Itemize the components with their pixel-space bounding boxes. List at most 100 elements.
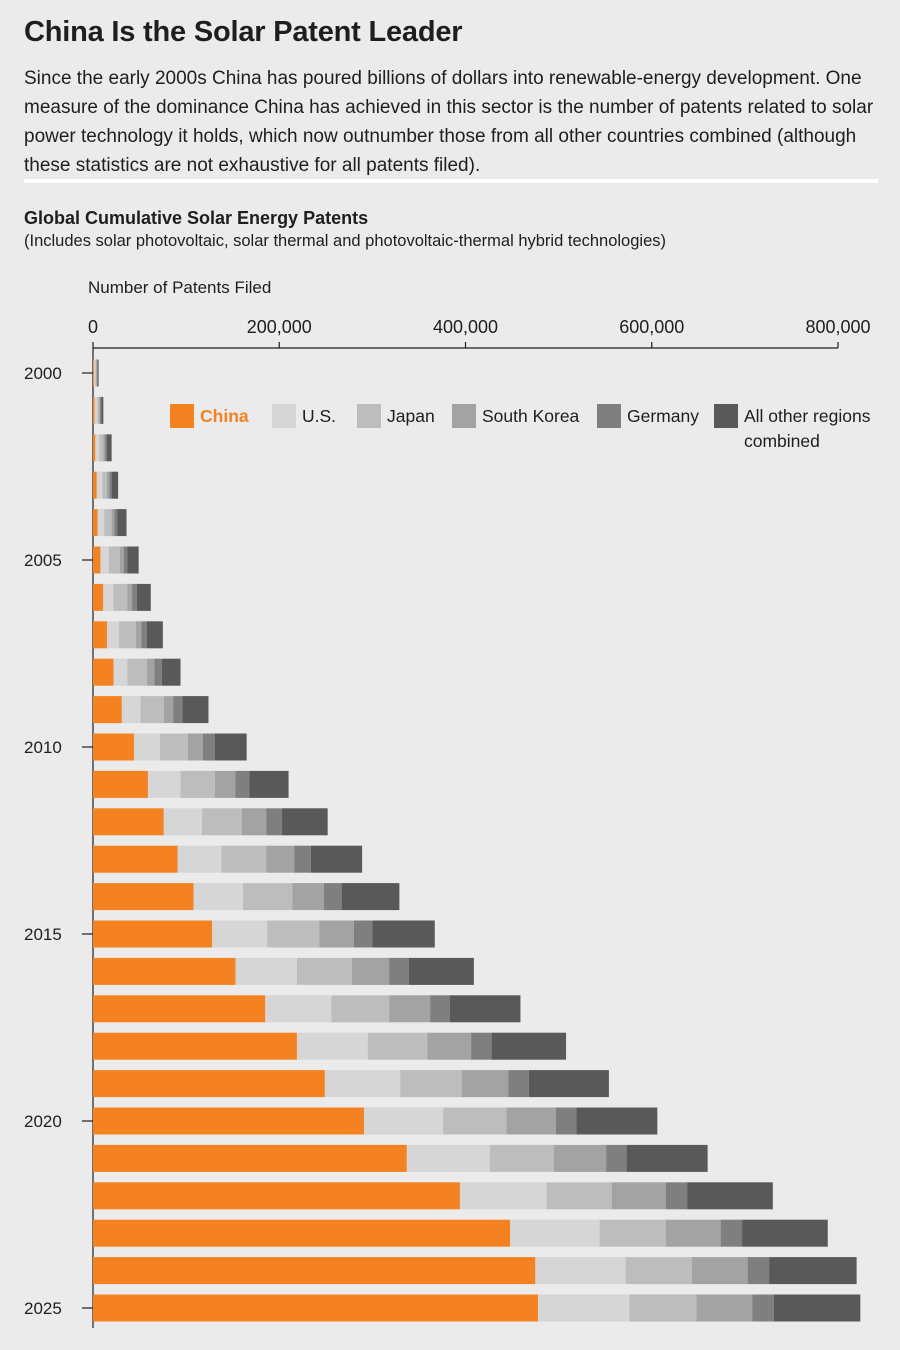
bar-all-other-regions-combined-2000 <box>97 359 99 387</box>
bar-japan-2025 <box>629 1294 697 1322</box>
bar-germany-2024 <box>747 1257 770 1285</box>
bar-all-other-regions-combined-2015 <box>372 920 435 948</box>
bar-germany-2006 <box>132 583 137 611</box>
bar-u-s--2003 <box>96 471 103 499</box>
bar-all-other-regions-combined-2024 <box>769 1257 857 1285</box>
bar-japan-2002 <box>99 434 104 462</box>
bar-germany-2005 <box>123 546 128 574</box>
bar-china-2000 <box>93 359 94 387</box>
legend-label-all-other-regions-combined: All other regions combined <box>744 406 871 451</box>
bar-china-2025 <box>93 1294 539 1322</box>
bar-u-s--2012 <box>163 808 202 836</box>
bar-japan-2008 <box>127 658 148 686</box>
bar-japan-2020 <box>443 1107 507 1135</box>
legend-label-u-s-: U.S. <box>302 406 336 426</box>
bar-japan-2010 <box>160 733 188 761</box>
bar-all-other-regions-combined-2012 <box>282 808 328 836</box>
bar-u-s--2002 <box>95 434 100 462</box>
bar-china-2010 <box>93 733 134 761</box>
x-tick-label: 400,000 <box>433 317 498 337</box>
bar-china-2019 <box>93 1070 325 1098</box>
bar-germany-2021 <box>606 1144 627 1172</box>
bar-south-korea-2018 <box>427 1032 472 1060</box>
bar-south-korea-2011 <box>214 770 236 798</box>
legend: China U.S. Japan South Korea Germany All othe… <box>170 404 871 451</box>
bar-south-korea-2001 <box>99 396 101 424</box>
legend-swatch-germany <box>597 404 621 428</box>
bar-group-2000 <box>93 359 99 387</box>
bar-u-s--2013 <box>177 845 222 873</box>
bar-germany-2010 <box>202 733 215 761</box>
bar-u-s--2006 <box>103 583 114 611</box>
bar-all-other-regions-combined-2005 <box>127 546 139 574</box>
bar-group-2016 <box>93 957 474 985</box>
bar-south-korea-2002 <box>103 434 106 462</box>
page-title: China Is the Solar Patent Leader <box>24 16 463 48</box>
bar-germany-2016 <box>389 957 409 985</box>
bar-all-other-regions-combined-2002 <box>106 434 112 462</box>
x-tick-label: 800,000 <box>805 317 870 337</box>
bar-group-2007 <box>93 621 163 649</box>
bar-china-2017 <box>93 995 266 1023</box>
bar-u-s--2010 <box>133 733 161 761</box>
bar-group-2023 <box>93 1219 828 1247</box>
bar-japan-2009 <box>140 696 164 724</box>
bar-germany-2001 <box>100 396 102 424</box>
bar-south-korea-2021 <box>553 1144 607 1172</box>
bar-south-korea-2013 <box>266 845 295 873</box>
bar-china-2002 <box>93 434 96 462</box>
bar-south-korea-2019 <box>461 1070 509 1098</box>
y-tick-label: 2010 <box>24 738 62 757</box>
bar-south-korea-2012 <box>242 808 267 836</box>
legend-label-germany: Germany <box>627 406 699 426</box>
bar-south-korea-2024 <box>691 1257 748 1285</box>
bar-group-2025 <box>93 1294 861 1322</box>
bar-germany-2020 <box>555 1107 577 1135</box>
chart-subtitle: (Includes solar photovoltaic, solar ther… <box>24 232 667 250</box>
bar-group-2022 <box>93 1182 773 1210</box>
bar-japan-2003 <box>102 471 107 499</box>
bar-group-2008 <box>93 658 181 686</box>
bar-south-korea-2005 <box>120 546 124 574</box>
bar-all-other-regions-combined-2011 <box>249 770 289 798</box>
bar-japan-2015 <box>267 920 320 948</box>
bar-japan-2001 <box>97 396 100 424</box>
bar-all-other-regions-combined-2019 <box>528 1070 609 1098</box>
bar-all-other-regions-combined-2007 <box>147 621 163 649</box>
legend-swatch-south-korea <box>452 404 476 428</box>
bar-all-other-regions-combined-2008 <box>161 658 181 686</box>
bar-germany-2017 <box>430 995 450 1023</box>
x-axis: 0 200,000 400,000 600,000 800,000 <box>88 317 871 349</box>
bar-germany-2013 <box>294 845 311 873</box>
bar-all-other-regions-combined-2010 <box>214 733 247 761</box>
bar-germany-2002 <box>105 434 107 462</box>
bar-group-2021 <box>93 1144 708 1172</box>
bar-group-2013 <box>93 845 363 873</box>
chart-title: Global Cumulative Solar Energy Patents <box>24 208 369 228</box>
bar-u-s--2021 <box>406 1144 490 1172</box>
bar-china-2021 <box>93 1144 407 1172</box>
bar-japan-2016 <box>296 957 352 985</box>
bar-group-2014 <box>93 883 400 911</box>
y-tick-label: 2005 <box>24 551 62 570</box>
x-tick-label: 200,000 <box>247 317 312 337</box>
bar-china-2022 <box>93 1182 460 1210</box>
bar-all-other-regions-combined-2001 <box>101 396 104 424</box>
bar-germany-2012 <box>266 808 283 836</box>
bar-group-2006 <box>93 583 151 611</box>
bar-china-2004 <box>93 509 98 537</box>
legend-label-china: China <box>200 406 249 426</box>
x-tick-label: 600,000 <box>619 317 684 337</box>
bar-japan-2022 <box>546 1182 612 1210</box>
bar-japan-2019 <box>400 1070 462 1098</box>
legend-swatch-all-other-regions-combined <box>714 404 738 428</box>
x-tick-label: 0 <box>88 317 98 337</box>
bar-germany-2019 <box>508 1070 529 1098</box>
bar-japan-2024 <box>625 1257 692 1285</box>
bar-germany-2023 <box>720 1219 743 1247</box>
bar-group-2004 <box>93 509 127 537</box>
bar-u-s--2001 <box>94 396 98 424</box>
bar-u-s--2015 <box>212 920 268 948</box>
bar-south-korea-2004 <box>111 509 115 537</box>
bar-south-korea-2006 <box>127 583 133 611</box>
